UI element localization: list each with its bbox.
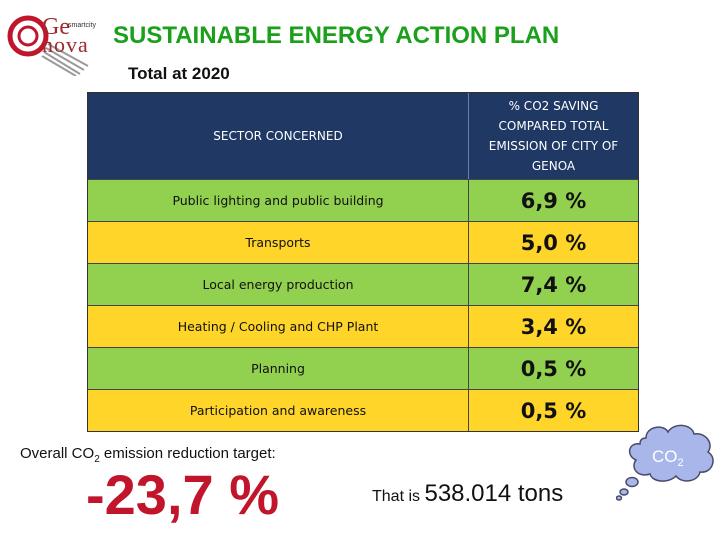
logo-swoosh-icon	[7, 15, 89, 77]
logo-smartcity: smartcity	[68, 22, 96, 29]
sector-cell: Transports	[245, 235, 311, 250]
header-saving-line3: EMISSION OF CITY OF	[488, 139, 619, 153]
sector-cell: Local energy production	[202, 277, 354, 292]
header-sector: SECTOR CONCERNED	[213, 129, 343, 143]
value-cell: 0,5 %	[468, 348, 638, 389]
cloud-text: CO2	[652, 447, 684, 469]
genova-logo: Ge smartcity nova	[6, 8, 106, 77]
table-row: Public lighting and public building 6,9 …	[88, 179, 638, 221]
table-row: Local energy production 7,4 %	[88, 263, 638, 305]
header-saving-line1: % CO2 SAVING	[508, 99, 599, 113]
table-header-row: SECTOR CONCERNED % CO2 SAVING COMPARED T…	[88, 93, 638, 179]
table-row: Heating / Cooling and CHP Plant 3,4 %	[88, 305, 638, 347]
overall-sub: 2	[94, 454, 100, 465]
value-cell: 6,9 %	[468, 180, 638, 221]
value-cell: 5,0 %	[468, 222, 638, 263]
value-cell: 7,4 %	[468, 264, 638, 305]
header-saving-line2: COMPARED TOTAL	[498, 119, 609, 133]
table-row: Planning 0,5 %	[88, 347, 638, 389]
sector-cell: Heating / Cooling and CHP Plant	[177, 319, 379, 334]
table-row: Transports 5,0 %	[88, 221, 638, 263]
cloud-shape-icon: CO2	[615, 424, 714, 501]
sector-cell: Planning	[251, 361, 305, 376]
value-cell: 3,4 %	[468, 306, 638, 347]
logo-ge: Ge	[42, 14, 70, 40]
saving-table: SECTOR CONCERNED % CO2 SAVING COMPARED T…	[87, 92, 639, 432]
overall-suffix: emission reduction target:	[99, 445, 276, 462]
overall-target-label: Overall CO2 emission reduction target:	[20, 445, 276, 465]
page-subtitle: Total at 2020	[128, 64, 230, 83]
sector-cell: Public lighting and public building	[172, 193, 384, 208]
table-row: Participation and awareness 0,5 %	[88, 389, 638, 431]
reduction-target-value: -23,7 %	[86, 463, 279, 526]
tons-statement: That is 538.014 tons	[372, 480, 563, 508]
that-is-label: That is	[372, 488, 425, 505]
logo-nova: nova	[42, 32, 89, 57]
tons-amount: 538.014 tons	[424, 480, 564, 507]
page-title: SUSTAINABLE ENERGY ACTION PLAN	[113, 22, 560, 49]
header-saving-line4: GENOA	[531, 159, 576, 173]
overall-prefix: Overall CO	[20, 445, 95, 462]
co2-cloud-icon: CO2	[615, 422, 720, 502]
sector-cell: Participation and awareness	[189, 403, 367, 418]
value-cell: 0,5 %	[468, 390, 638, 431]
header-saving: % CO2 SAVING COMPARED TOTAL EMISSION OF …	[468, 93, 638, 179]
